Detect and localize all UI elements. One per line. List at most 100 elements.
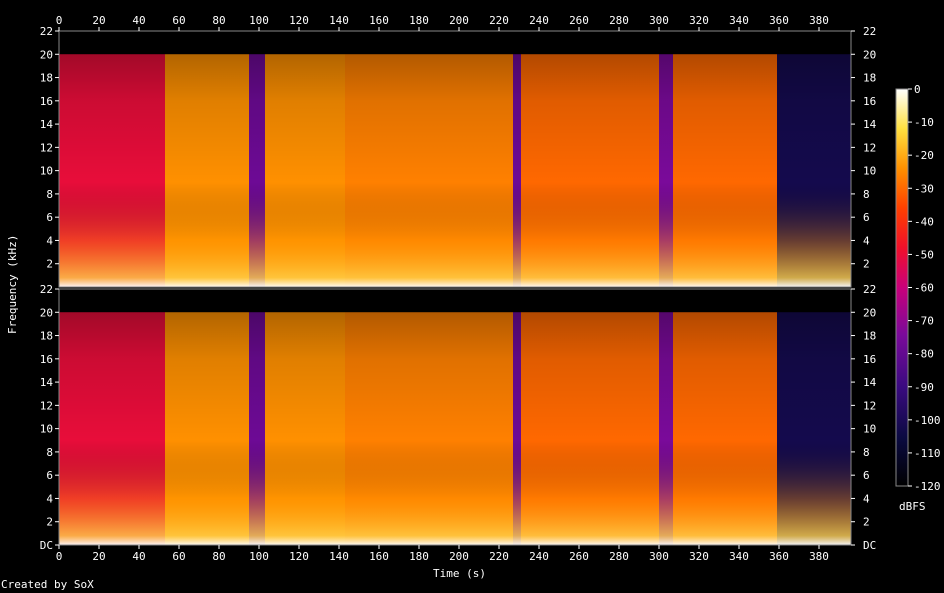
x-tick-label-bottom: 100 (249, 550, 269, 563)
x-tick-label-top: 240 (529, 14, 549, 27)
x-tick-label-bottom: 160 (369, 550, 389, 563)
upper-y-tick-label-right: 10 (863, 165, 876, 178)
lower-y-tick-label-left: 20 (40, 306, 53, 319)
upper-y-tick-label-left: 8 (46, 188, 53, 201)
colorbar-tick-label: -90 (914, 381, 934, 394)
x-tick-label-top: 60 (172, 14, 185, 27)
lower-y-tick-label-left: 22 (40, 283, 53, 296)
x-tick-label-bottom: 360 (769, 550, 789, 563)
lower-y-tick-label-right: 8 (863, 446, 870, 459)
lower-plot-frame (58, 288, 852, 546)
upper-y-tick-label-left: 4 (46, 234, 53, 247)
x-tick-label-top: 380 (809, 14, 829, 27)
upper-y-tick-label-right: 8 (863, 188, 870, 201)
lower-y-tick-label-left: 16 (40, 353, 53, 366)
x-tick-label-bottom: 200 (449, 550, 469, 563)
lower-y-tick-label-right: 4 (863, 492, 870, 505)
upper-y-tick-label-left: 20 (40, 48, 53, 61)
x-tick-label-top: 360 (769, 14, 789, 27)
upper-y-tick-label-right: 2 (863, 258, 870, 271)
lower-y-tick-label-right: 6 (863, 469, 870, 482)
x-tick-label-top: 300 (649, 14, 669, 27)
x-tick-label-top: 320 (689, 14, 709, 27)
lower-y-tick-label-left: 18 (40, 330, 53, 343)
upper-y-tick-label-right: 14 (863, 118, 877, 131)
x-tick-label-bottom: 40 (132, 550, 145, 563)
upper-y-tick-label-right: 6 (863, 211, 870, 224)
upper-y-tick-label-right: 18 (863, 72, 876, 85)
x-tick-label-bottom: 180 (409, 550, 429, 563)
x-tick-label-bottom: 320 (689, 550, 709, 563)
x-tick-label-top: 280 (609, 14, 629, 27)
lower-y-tick-label-right: 12 (863, 399, 876, 412)
upper-y-tick-label-left: 16 (40, 95, 53, 108)
x-tick-label-bottom: 20 (92, 550, 105, 563)
upper-y-tick-label-right: 22 (863, 25, 876, 38)
upper-plot-frame (58, 30, 852, 288)
colorbar-tick-label: -120 (914, 480, 941, 493)
x-tick-label-top: 20 (92, 14, 105, 27)
x-tick-label-bottom: 260 (569, 550, 589, 563)
lower-y-tick-label-left: 4 (46, 492, 53, 505)
upper-y-tick-label-left: 2 (46, 258, 53, 271)
lower-y-tick-label-right: 10 (863, 423, 876, 436)
lower-y-tick-label-right: 18 (863, 330, 876, 343)
colorbar-tick-label: -110 (914, 447, 941, 460)
colorbar-tick-label: -80 (914, 348, 934, 361)
x-tick-label-bottom: 280 (609, 550, 629, 563)
upper-y-tick-label-left: 10 (40, 165, 53, 178)
upper-y-tick-label-left: 14 (40, 118, 54, 131)
x-tick-label-top: 120 (289, 14, 309, 27)
lower-y-tick-label-right: 20 (863, 306, 876, 319)
x-tick-label-bottom: 220 (489, 550, 509, 563)
x-tick-label-top: 260 (569, 14, 589, 27)
x-tick-label-bottom: 380 (809, 550, 829, 563)
x-tick-label-bottom: 300 (649, 550, 669, 563)
x-axis-title: Time (s) (433, 567, 486, 580)
lower-y-tick-label-right: DC (863, 539, 876, 552)
x-tick-label-top: 140 (329, 14, 349, 27)
colorbar-tick-label: -100 (914, 414, 941, 427)
colorbar-tick-label: -60 (914, 282, 934, 295)
x-tick-label-top: 220 (489, 14, 509, 27)
x-tick-label-top: 100 (249, 14, 269, 27)
lower-y-tick-label-left: 2 (46, 516, 53, 529)
colorbar-tick-label: 0 (914, 83, 921, 96)
upper-y-tick-label-left: 18 (40, 72, 53, 85)
colorbar-tick-label: -20 (914, 149, 934, 162)
x-tick-label-top: 200 (449, 14, 469, 27)
x-tick-label-top: 40 (132, 14, 145, 27)
lower-y-tick-label-left: 14 (40, 376, 54, 389)
x-tick-label-top: 0 (56, 14, 63, 27)
lower-y-tick-label-left: 6 (46, 469, 53, 482)
credit-text: Created by SoX (1, 578, 94, 591)
x-tick-label-top: 340 (729, 14, 749, 27)
lower-y-tick-label-right: 22 (863, 283, 876, 296)
colorbar-title: dBFS (899, 500, 926, 513)
colorbar-tick-label: -70 (914, 315, 934, 328)
lower-frequency-shading (59, 312, 851, 545)
x-tick-label-top: 160 (369, 14, 389, 27)
x-tick-label-bottom: 120 (289, 550, 309, 563)
x-tick-label-top: 80 (212, 14, 225, 27)
upper-y-tick-label-right: 12 (863, 141, 876, 154)
upper-y-tick-label-right: 20 (863, 48, 876, 61)
lower-y-tick-label-left: 10 (40, 423, 53, 436)
lower-y-tick-label-right: 14 (863, 376, 877, 389)
x-tick-label-bottom: 140 (329, 550, 349, 563)
colorbar-gradient (896, 89, 908, 486)
colorbar-tick-label: -30 (914, 182, 934, 195)
upper-frequency-shading (59, 54, 851, 287)
upper-y-tick-label-right: 16 (863, 95, 876, 108)
upper-y-tick-label-left: 6 (46, 211, 53, 224)
x-tick-label-bottom: 60 (172, 550, 185, 563)
lower-y-tick-label-left: 12 (40, 399, 53, 412)
lower-y-tick-label-right: 2 (863, 516, 870, 529)
lower-y-tick-label-left: 8 (46, 446, 53, 459)
x-tick-label-top: 180 (409, 14, 429, 27)
upper-y-tick-label-left: 12 (40, 141, 53, 154)
x-tick-label-bottom: 0 (56, 550, 63, 563)
upper-y-tick-label-right: 4 (863, 234, 870, 247)
x-tick-label-bottom: 340 (729, 550, 749, 563)
